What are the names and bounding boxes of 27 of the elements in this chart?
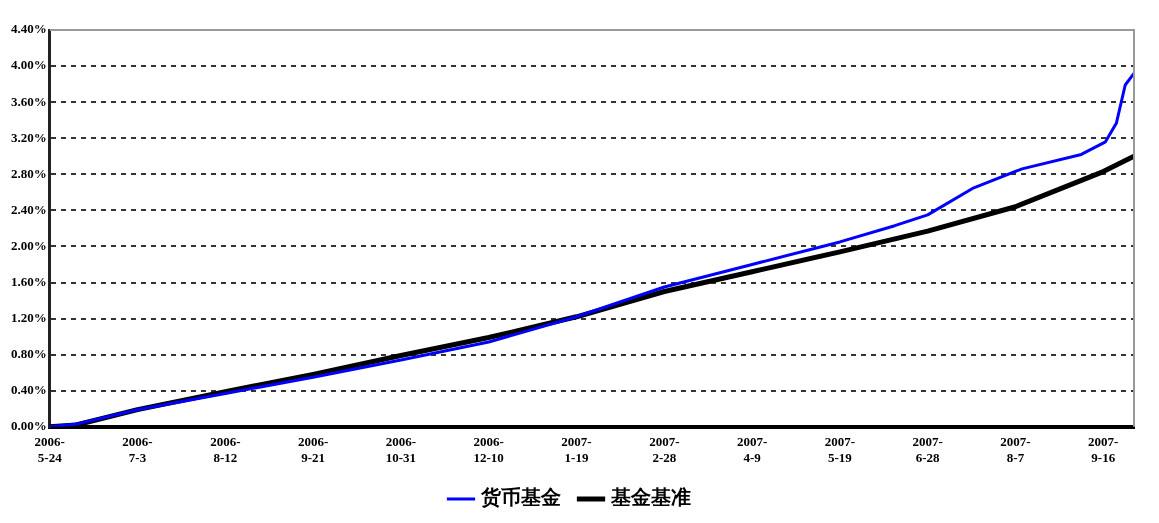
y-tick-label: 0.80% bbox=[11, 346, 47, 362]
y-tick-label: 2.80% bbox=[11, 165, 47, 181]
y-tick-label: 1.60% bbox=[11, 273, 47, 289]
y-tick-label: 3.60% bbox=[11, 93, 47, 109]
x-tick-label: 2006-12-10 bbox=[473, 433, 504, 465]
x-tick-label: 2007-9-16 bbox=[1088, 433, 1119, 465]
y-tick-label: 1.20% bbox=[11, 309, 47, 325]
x-tick-label: 2007-4-9 bbox=[736, 433, 768, 465]
x-tick-label: 2007-2-28 bbox=[649, 433, 680, 465]
x-tick-label: 2007-8-7 bbox=[1000, 433, 1031, 465]
y-tick-label: 0.40% bbox=[11, 382, 47, 398]
x-tick-label: 2006-8-12 bbox=[210, 433, 241, 465]
y-tick-label: 0.00% bbox=[11, 418, 47, 434]
legend-label: 基金基准 bbox=[610, 485, 691, 510]
x-tick-label: 2006-5-24 bbox=[34, 433, 65, 465]
x-tick-label: 2006-9-21 bbox=[297, 433, 329, 465]
x-tick-label: 2006-10-31 bbox=[385, 433, 417, 465]
x-tick-label: 2007-1-19 bbox=[561, 433, 592, 465]
y-tick-label: 3.20% bbox=[11, 129, 47, 145]
y-tick-label: 4.40% bbox=[11, 21, 47, 37]
x-tick-label: 2007-5-19 bbox=[824, 433, 856, 465]
y-tick-label: 2.00% bbox=[11, 237, 47, 253]
x-tick-label: 2007-6-28 bbox=[912, 433, 943, 465]
legend-label: 货币基金 bbox=[480, 485, 561, 510]
y-tick-label: 4.00% bbox=[11, 57, 47, 73]
x-tick-label: 2006-7-3 bbox=[122, 433, 153, 465]
y-tick-label: 2.40% bbox=[11, 201, 47, 217]
